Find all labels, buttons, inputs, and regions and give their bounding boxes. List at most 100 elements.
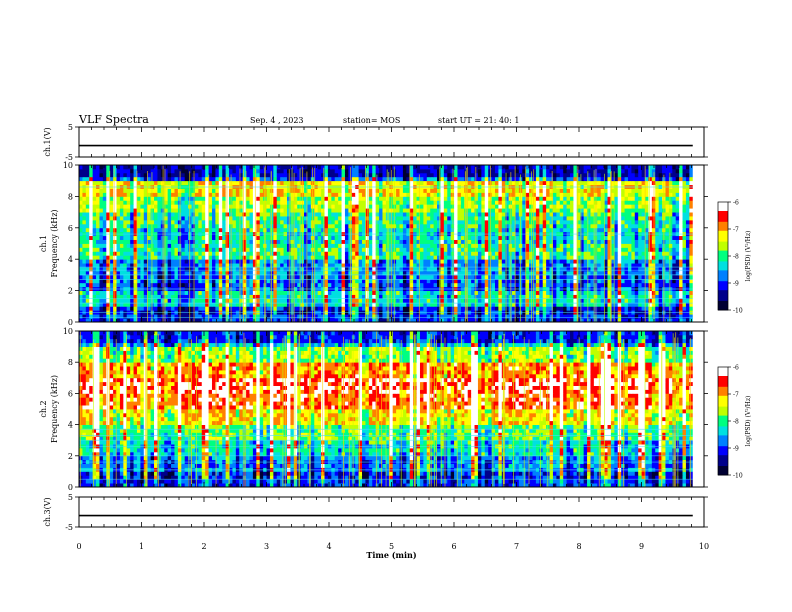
ch1-spectrogram-cell: [252, 247, 257, 252]
ch1-spectrogram-cell: [638, 278, 642, 284]
ch1-spectrogram-cell: [627, 243, 632, 248]
ch1-spectrogram-cell: [498, 251, 503, 256]
ch1-spectrogram-cell: [249, 255, 254, 260]
ch1-spectrogram-cell: [679, 223, 683, 229]
ch1-spectrogram-cell: [597, 302, 602, 307]
ch1-spectrogram-cell: [689, 216, 694, 221]
ch1-spectrogram-cell: [638, 243, 642, 248]
ch1-spectrogram-cell: [252, 298, 257, 303]
ch1-spectrogram-cell: [317, 219, 322, 225]
ch1-spectrogram-cell: [147, 302, 151, 307]
ch1-spectrogram-cell: [171, 243, 175, 248]
ch1-spectrogram-cell: [430, 282, 435, 288]
ch1-spectrogram-cell: [242, 259, 247, 264]
ch1-spectrogram-cell: [433, 278, 438, 284]
ch1-spectrogram-cell: [218, 278, 223, 284]
ch1-spectrogram-cell: [259, 274, 264, 280]
ch1-spectrogram-cell: [136, 263, 141, 268]
ch1-spectrogram-cell: [406, 247, 411, 252]
ch1-spectrogram-cell: [634, 270, 639, 276]
ch1-spectrogram-cell: [515, 298, 520, 303]
ch1-spectrogram-cell: [607, 227, 612, 233]
ch1-spectrogram-cell: [610, 255, 615, 260]
ch1-spectrogram-cell: [99, 223, 104, 229]
ch1-spectrogram-cell: [583, 263, 588, 268]
ch1-spectrogram-cell: [396, 267, 400, 272]
ch1-spectrogram-cell: [266, 251, 271, 256]
ch1-spectrogram-cell: [631, 278, 636, 284]
ch1-spectrogram-cell: [331, 243, 336, 248]
ch1-spectrogram-cell: [273, 270, 278, 276]
ch1-spectrogram-cell: [549, 216, 554, 221]
ch1-spectrogram-cell: [624, 298, 629, 303]
ch1-spectrogram-cell: [184, 282, 189, 288]
ch1-spectrogram-cell: [665, 251, 670, 256]
ch1-spectrogram-cell: [205, 278, 209, 284]
ch1-spectrogram-cell: [283, 255, 288, 260]
ch1-spectrogram-cell: [314, 216, 319, 221]
ch1-spectrogram-cell: [494, 270, 499, 276]
ch1-spectrogram-cell: [92, 294, 97, 299]
ch1-spectrogram-cell: [419, 216, 424, 221]
ch1-spectrogram-cell: [454, 282, 458, 288]
ch1-spectrogram-cell: [437, 243, 441, 248]
ch1-spectrogram-cell: [317, 267, 322, 272]
ch1-spectrogram-cell: [96, 255, 100, 260]
ch1-spectrogram-cell: [385, 219, 390, 225]
ch1-spectrogram-cell: [610, 306, 615, 311]
ch1-spectrogram-cell: [235, 223, 240, 229]
ch1-spectrogram-cell: [276, 227, 281, 233]
ch1-spectrogram-cell: [321, 235, 325, 240]
ch1-spectrogram-cell: [143, 243, 148, 248]
ch1-spectrogram-cell: [232, 247, 237, 252]
ch1-spectrogram-cell: [542, 216, 547, 221]
ch1-spectrogram-cell: [443, 216, 448, 221]
ch1-spectrogram-cell: [474, 259, 479, 264]
ch1-spectrogram-cell: [314, 267, 319, 272]
ch1-spectrogram-cell: [430, 298, 435, 303]
ch1-spectrogram-cell: [154, 302, 158, 307]
ch1-spectrogram-cell: [566, 314, 571, 319]
ch1-spectrogram-cell: [293, 251, 298, 256]
ch1-spectrogram-cell: [269, 318, 274, 323]
ch1-spectrogram-cell: [143, 318, 148, 323]
ch1-spectrogram-cell: [590, 302, 595, 307]
ch1-spectrogram-cell: [590, 314, 595, 319]
ch1-spectrogram-cell: [372, 255, 377, 260]
ch1-spectrogram-cell: [437, 298, 441, 303]
ch1-spectrogram-cell: [556, 270, 561, 276]
ch1-spectrogram-cell: [198, 259, 203, 264]
ch1-spectrogram-cell: [655, 255, 660, 260]
ch1-spectrogram-cell: [140, 263, 145, 268]
ch1-spectrogram-cell: [123, 306, 128, 311]
ch1-spectrogram-cell: [631, 263, 636, 268]
ch1-spectrogram-cell: [375, 255, 380, 260]
ch1-spectrogram-cell: [222, 318, 227, 323]
ch1-spectrogram-cell: [675, 270, 680, 276]
ch1-spectrogram-cell: [607, 219, 612, 225]
ch1-spectrogram-cell: [164, 255, 169, 260]
ch1-spectrogram-cell: [447, 318, 452, 323]
ch1-spectrogram-cell: [590, 239, 595, 244]
ch1-spectrogram-cell: [314, 235, 319, 240]
ch1-spectrogram-cell: [375, 282, 380, 288]
ch1-spectrogram-cell: [443, 227, 448, 233]
ch1-spectrogram-cell: [341, 259, 346, 264]
ch1-spectrogram-cell: [675, 302, 680, 307]
ch1-spectrogram-cell: [375, 235, 380, 240]
ch1-spectrogram-cell: [467, 239, 472, 244]
ch1-spectrogram-cell: [570, 270, 574, 276]
ch1-spectrogram-cell: [471, 259, 475, 264]
ch1-spectrogram-cell: [362, 219, 366, 225]
ch1-spectrogram-cell: [232, 239, 237, 244]
ch1-spectrogram-cell: [92, 219, 97, 225]
ch1-spectrogram-cell: [402, 255, 407, 260]
ch1-spectrogram-cell: [454, 263, 458, 268]
ch1-spectrogram-cell: [341, 298, 346, 303]
ch1-spectrogram-cell: [317, 216, 322, 221]
ch1-spectrogram-cell: [535, 263, 540, 268]
ch1-spectrogram-cell: [477, 314, 482, 319]
ch1-spectrogram-cell: [331, 278, 336, 284]
ch1-spectrogram-cell: [607, 235, 612, 240]
ch1-spectrogram-cell: [331, 227, 336, 233]
